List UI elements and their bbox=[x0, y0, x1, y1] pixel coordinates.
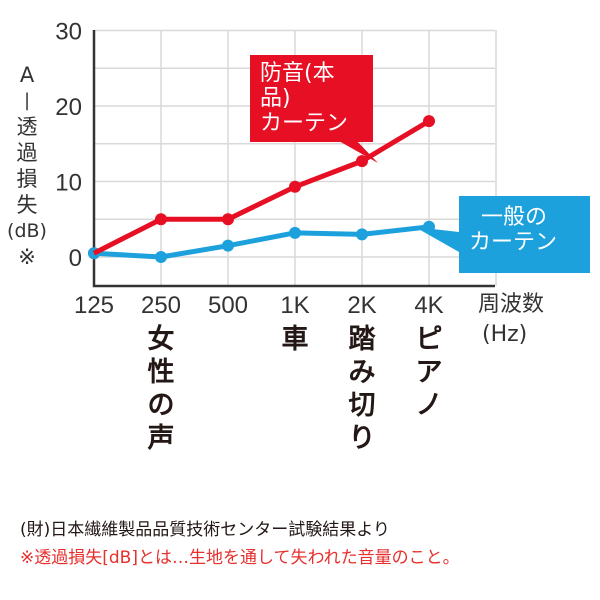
data-point bbox=[356, 228, 368, 241]
category-annotation: ピアノ bbox=[415, 324, 443, 421]
y-axis-label-char: 過 bbox=[16, 141, 38, 165]
legend-callout-soundproof: 防音(本品) カーテン bbox=[250, 55, 373, 142]
data-point bbox=[289, 226, 301, 239]
y-tick-label: 20 bbox=[55, 94, 82, 121]
x-tick-label: 500 bbox=[208, 292, 248, 319]
y-tick-labels: 0 10 20 30 bbox=[55, 19, 82, 273]
legend-callout-general: 一般の カーテン bbox=[459, 196, 590, 273]
y-tick-label: 0 bbox=[69, 245, 82, 272]
source-note: (財)日本繊維製品品質技術センター試験結果より bbox=[20, 520, 390, 540]
category-annotation: 女性の声 bbox=[147, 324, 175, 454]
x-tick-label: 2K bbox=[347, 292, 376, 319]
y-axis-label-char: (dB) bbox=[7, 220, 47, 242]
callout-pointer-soundproof bbox=[330, 136, 378, 163]
category-annotation: 車 bbox=[281, 324, 309, 355]
y-axis-label: A | 透過損失 (dB) ※ bbox=[7, 62, 47, 270]
series-line-soundproof bbox=[92, 118, 431, 256]
callout-pointer-general bbox=[415, 227, 459, 252]
x-axis-label-line2: (Hz) bbox=[482, 322, 528, 347]
x-axis-label: 周波数 (Hz) bbox=[478, 290, 544, 350]
callout-soundproof-line2: カーテン bbox=[260, 111, 349, 136]
x-tick-label: 1K bbox=[280, 292, 309, 319]
x-axis-label-line1: 周波数 bbox=[478, 292, 545, 317]
x-tick-label: 125 bbox=[74, 292, 114, 319]
data-series bbox=[88, 115, 435, 263]
axis-lines bbox=[92, 30, 495, 288]
y-tick-label: 30 bbox=[55, 19, 82, 46]
y-axis-label-char: 透 bbox=[16, 115, 38, 139]
data-point bbox=[222, 239, 234, 252]
y-axis-label-char: 失 bbox=[16, 193, 38, 217]
callout-soundproof-line1: 防音(本品) bbox=[260, 61, 335, 111]
data-point bbox=[155, 251, 167, 263]
y-axis-label-char: A bbox=[19, 63, 35, 87]
category-annotation: 踏み切り bbox=[348, 324, 376, 454]
definition-note: ※透過損失[dB]とは…生地を通して失われた音量のこと。 bbox=[20, 548, 460, 568]
axes bbox=[92, 30, 495, 288]
y-axis-label-char: ※ bbox=[18, 245, 36, 269]
callout-general-line1: 一般の bbox=[481, 205, 548, 230]
series-line-general bbox=[93, 224, 430, 260]
y-axis-label-char: | bbox=[23, 90, 31, 111]
x-tick-label: 4K bbox=[414, 292, 443, 319]
x-tick-labels: 125 250 500 1K 2K 4K bbox=[74, 292, 444, 319]
y-axis-label-char: 損 bbox=[16, 167, 38, 191]
x-tick-label: 250 bbox=[141, 292, 181, 319]
callout-pointers bbox=[330, 136, 459, 252]
callout-general-line2: カーテン bbox=[469, 230, 558, 255]
y-tick-label: 10 bbox=[55, 170, 82, 197]
